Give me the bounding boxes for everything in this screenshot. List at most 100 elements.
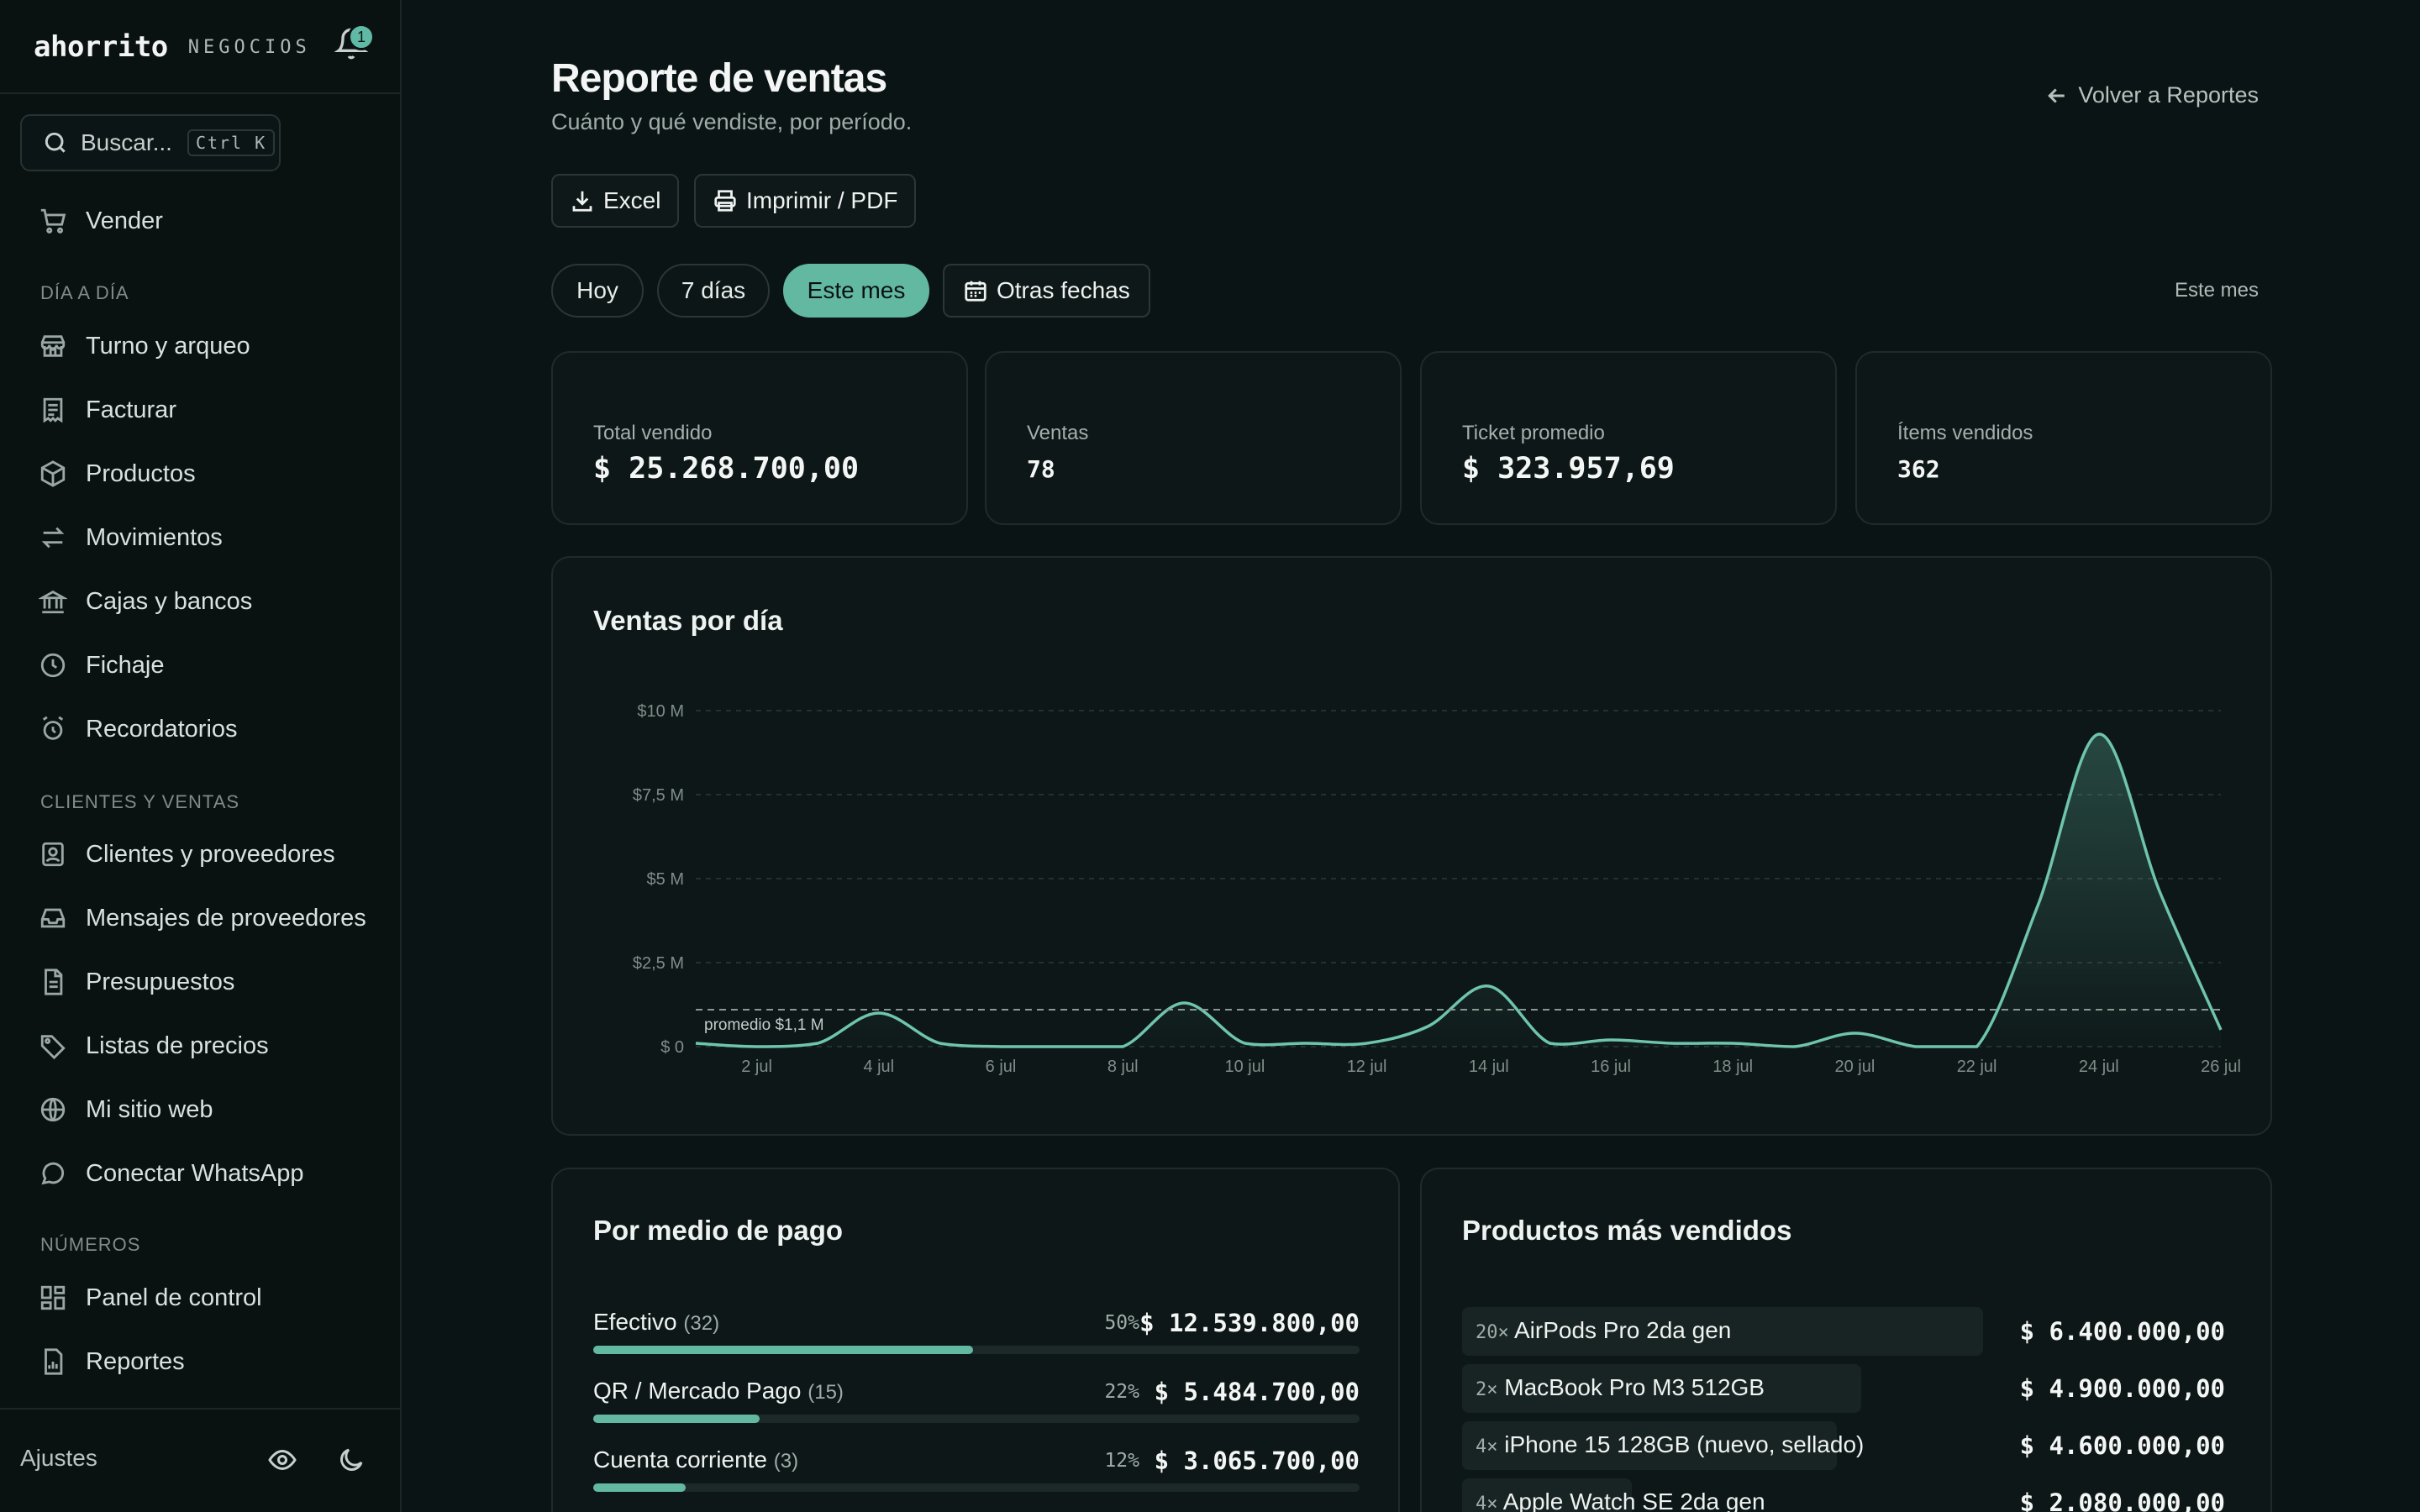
sidebar-item-cajas-y-bancos[interactable]: Cajas y bancos xyxy=(39,580,252,622)
search-box[interactable]: Buscar... Ctrl K xyxy=(20,114,281,171)
sidebar-item-label: Turno y arqueo xyxy=(86,332,250,360)
filter-otras-fechas[interactable]: Otras fechas xyxy=(943,264,1150,318)
cart-icon xyxy=(40,208,66,234)
sidebar-item-reportes[interactable]: Reportes xyxy=(39,1341,185,1383)
payment-row: Efectivo (32) 50% $ 12.539.800,00 xyxy=(593,1309,1360,1369)
back-to-reports-link[interactable]: Volver a Reportes xyxy=(2044,82,2259,108)
dashboard-icon xyxy=(40,1285,66,1310)
sidebar-item-vender[interactable]: Vender xyxy=(39,200,163,242)
moon-icon[interactable] xyxy=(336,1445,366,1475)
sidebar-item-label: Movimientos xyxy=(86,523,223,551)
x-tick-label: 8 jul xyxy=(1107,1058,1139,1076)
brand-name: ahorrito xyxy=(34,30,168,64)
product-label: 4× iPhone 15 128GB (nuevo, sellado) xyxy=(1476,1431,1864,1458)
chart-average-label: promedio $1,1 M xyxy=(704,1016,824,1034)
sidebar-item-recordatorios[interactable]: Recordatorios xyxy=(39,708,238,750)
x-tick-label: 20 jul xyxy=(1834,1058,1875,1076)
product-row[interactable]: 20× AirPods Pro 2da gen $ 6.400.000,00 xyxy=(1462,1307,2225,1356)
sidebar-item-conectar-whatsapp[interactable]: Conectar WhatsApp xyxy=(39,1152,304,1194)
x-tick-label: 24 jul xyxy=(2079,1058,2119,1076)
report-icon xyxy=(45,1348,63,1375)
stat-label: Ticket promedio xyxy=(1462,422,1605,444)
calendar-icon xyxy=(965,281,986,302)
sidebar-item-mi-sitio-web[interactable]: Mi sitio web xyxy=(39,1089,213,1131)
chart-area-fill xyxy=(696,733,2221,1047)
product-row[interactable]: 4× Apple Watch SE 2da gen $ 2.080.000,00 xyxy=(1462,1478,2225,1512)
arrow-left-icon xyxy=(2048,87,2065,103)
filter-este-mes[interactable]: Este mes xyxy=(783,264,929,318)
product-row[interactable]: 2× MacBook Pro M3 512GB $ 4.900.000,00 xyxy=(1462,1364,2225,1413)
sidebar-item-label: Recordatorios xyxy=(86,715,238,743)
sidebar-item-label: Panel de control xyxy=(86,1284,262,1311)
sidebar-item-clientes-y-proveedores[interactable]: Clientes y proveedores xyxy=(39,833,335,875)
product-name: iPhone 15 128GB (nuevo, sellado) xyxy=(1504,1431,1865,1457)
product-quantity: 2× xyxy=(1476,1379,1498,1400)
product-name: Apple Watch SE 2da gen xyxy=(1502,1488,1765,1512)
notifications-badge: 1 xyxy=(348,24,375,50)
otras-fechas-label: Otras fechas xyxy=(997,277,1130,303)
sidebar-item-label: Listas de precios xyxy=(86,1032,269,1059)
product-quantity: 4× xyxy=(1476,1494,1498,1512)
payment-count: (32) xyxy=(683,1312,720,1335)
x-tick-label: 16 jul xyxy=(1591,1058,1631,1076)
product-amount: $ 4.900.000,00 xyxy=(2019,1374,2225,1403)
sidebar-settings[interactable]: Ajustes xyxy=(20,1445,97,1471)
search-placeholder: Buscar... xyxy=(81,129,172,155)
brand[interactable]: ahorrito NEGOCIOS xyxy=(34,25,311,69)
contacts-icon xyxy=(42,842,64,867)
stat-value: 362 xyxy=(1897,455,1940,483)
payment-share-fill xyxy=(593,1483,687,1492)
search-icon xyxy=(45,132,66,153)
sidebar-item-fichaje[interactable]: Fichaje xyxy=(39,644,165,686)
alarm-icon xyxy=(42,716,64,740)
chart-series-line xyxy=(695,732,2223,1048)
brand-subtitle: NEGOCIOS xyxy=(187,36,311,58)
sidebar-item-facturar[interactable]: Facturar xyxy=(39,389,176,431)
payment-method: Cuenta corriente (3) xyxy=(593,1446,798,1473)
sidebar-item-presupuestos[interactable]: Presupuestos xyxy=(39,961,234,1003)
sidebar-item-panel-de-control[interactable]: Panel de control xyxy=(39,1277,262,1319)
filter-7-dias[interactable]: 7 días xyxy=(657,264,770,318)
sidebar-item-productos[interactable]: Productos xyxy=(39,453,196,495)
sidebar-item-turno-y-arqueo[interactable]: Turno y arqueo xyxy=(39,325,250,367)
sidebar-item-movimientos[interactable]: Movimientos xyxy=(39,517,223,559)
product-amount: $ 4.600.000,00 xyxy=(2019,1431,2225,1460)
sidebar-item-listas-de-precios[interactable]: Listas de precios xyxy=(39,1025,269,1067)
chart-title: Ventas por día xyxy=(593,605,783,636)
product-label: 2× MacBook Pro M3 512GB xyxy=(1476,1374,1765,1401)
payment-method-label: Efectivo xyxy=(593,1309,677,1335)
export-excel-button[interactable]: Excel xyxy=(551,174,680,228)
section-title-dia-a-dia: DÍA A DÍA xyxy=(40,282,129,303)
print-button-label: Imprimir / PDF xyxy=(746,187,898,213)
product-amount: $ 6.400.000,00 xyxy=(2019,1317,2225,1346)
excel-button-label: Excel xyxy=(603,187,661,213)
payment-percent: 12% xyxy=(1104,1450,1139,1472)
payment-amount: $ 5.484.700,00 xyxy=(1154,1378,1360,1406)
sidebar-item-mensajes-de-proveedores[interactable]: Mensajes de proveedores xyxy=(39,897,366,939)
payment-method: Efectivo (32) xyxy=(593,1309,719,1336)
x-tick-label: 26 jul xyxy=(2201,1058,2241,1076)
payment-method: QR / Mercado Pago (15) xyxy=(593,1378,844,1404)
payment-share-track xyxy=(593,1483,1360,1492)
chart-card: Ventas por día $ 0 $2,5 M $5 M $7,5 M $10 M p… xyxy=(551,556,2272,1136)
y-tick-label: $5 M xyxy=(647,870,684,889)
stat-card-ticket-promedio: Ticket promedio $ 323.957,69 xyxy=(1420,351,1837,525)
print-pdf-button[interactable]: Imprimir / PDF xyxy=(694,174,917,228)
payment-share-fill xyxy=(593,1346,974,1354)
section-title-clientes-y-ventas: CLIENTES Y VENTAS xyxy=(40,791,240,812)
stat-card-items-vendidos: Ítems vendidos 362 xyxy=(1855,351,2272,525)
stat-label: Ítems vendidos xyxy=(1897,422,2033,444)
eye-icon[interactable] xyxy=(267,1445,297,1475)
product-row[interactable]: 4× iPhone 15 128GB (nuevo, sellado) $ 4.6… xyxy=(1462,1421,2225,1470)
x-tick-label: 4 jul xyxy=(863,1058,894,1076)
tag-icon xyxy=(40,1035,66,1060)
filter-hoy[interactable]: Hoy xyxy=(551,264,644,318)
inbox-icon xyxy=(40,908,66,928)
stat-card-ventas: Ventas 78 xyxy=(985,351,1402,525)
payment-share-track xyxy=(593,1346,1360,1354)
sidebar-divider xyxy=(0,92,402,94)
payment-method-label: Cuenta corriente xyxy=(593,1446,768,1473)
stat-value: $ 25.268.700,00 xyxy=(593,452,860,486)
back-link-label: Volver a Reportes xyxy=(2078,82,2259,108)
payment-amount: $ 3.065.700,00 xyxy=(1154,1446,1360,1475)
